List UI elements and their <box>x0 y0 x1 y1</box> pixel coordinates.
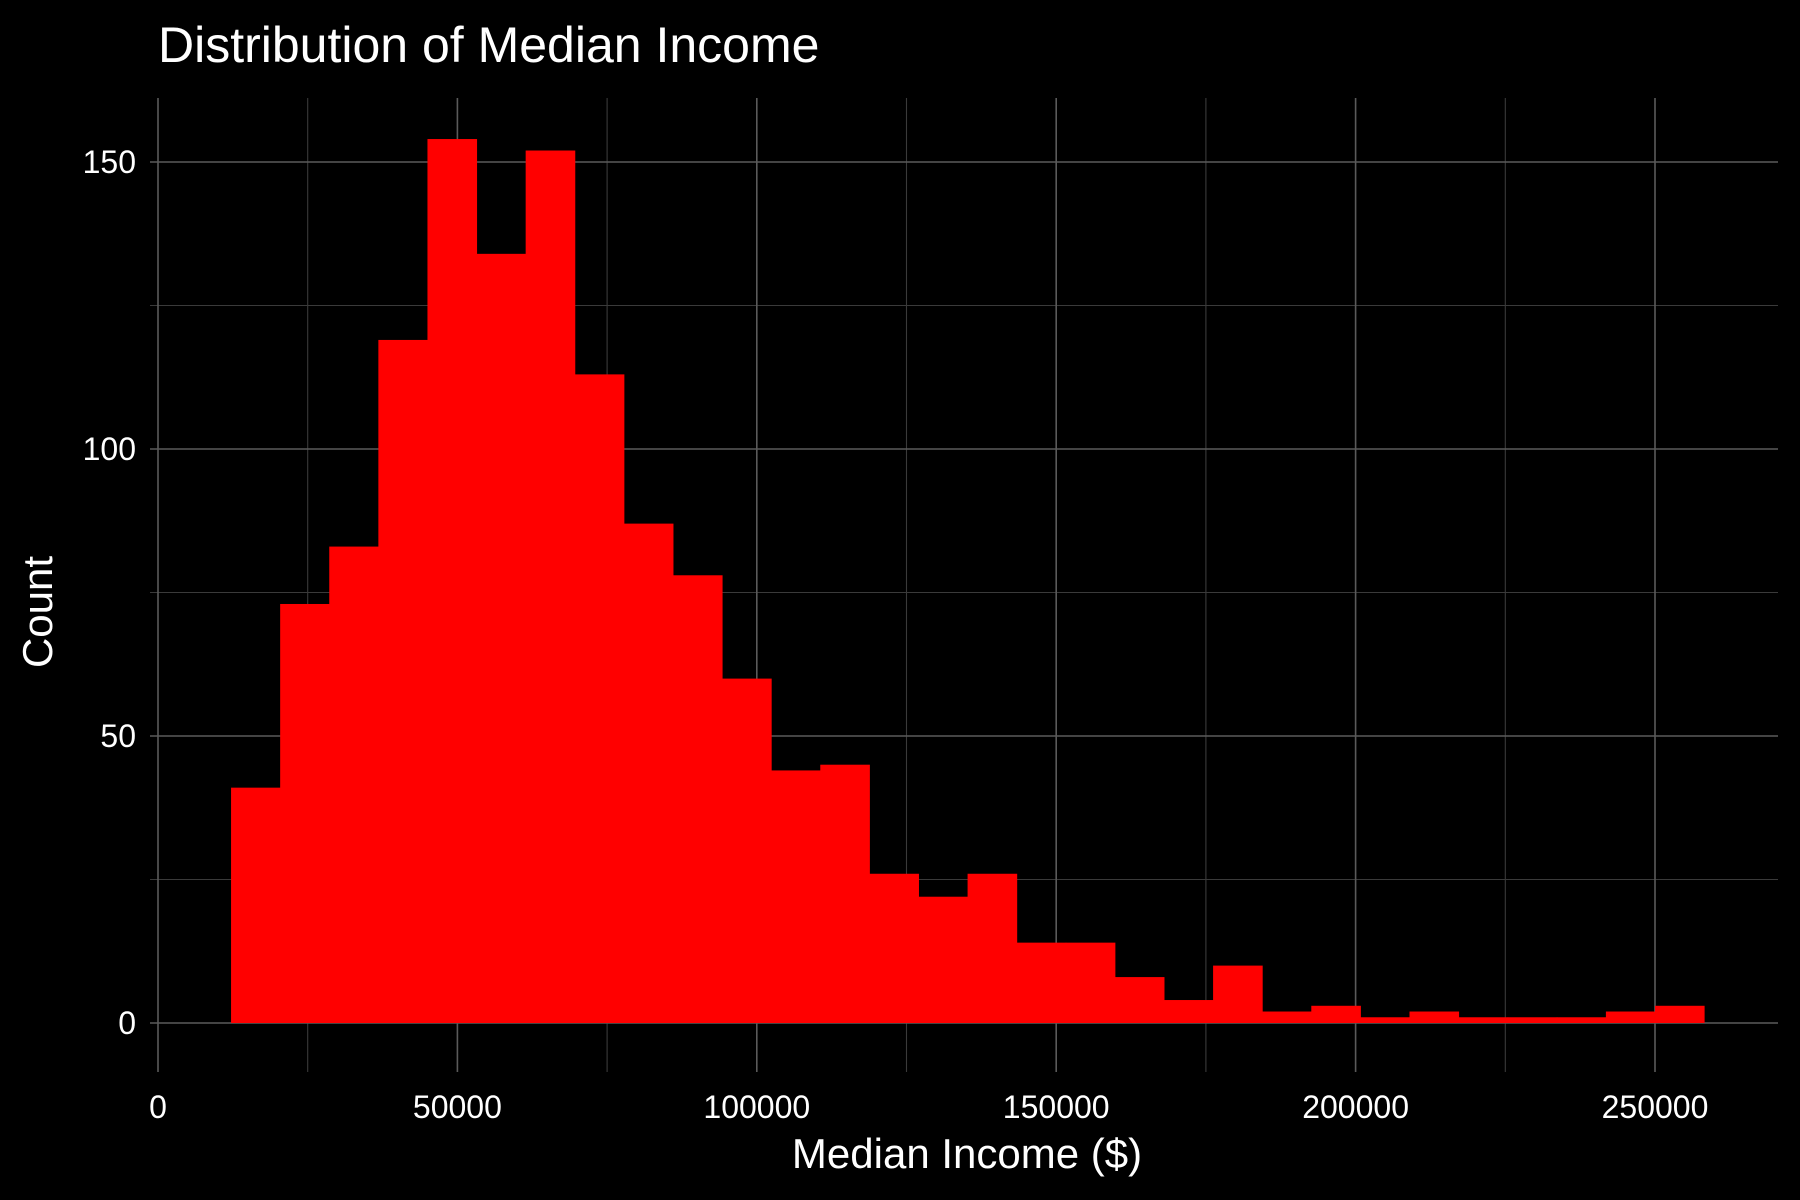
histogram-bar <box>1655 1005 1705 1023</box>
histogram-bar <box>967 873 1018 1023</box>
histogram-bar <box>1016 942 1067 1023</box>
histogram-bar <box>672 575 723 1023</box>
histogram-bar <box>722 678 772 1023</box>
x-tick-label: 0 <box>149 1089 167 1125</box>
histogram-bar <box>918 896 969 1023</box>
x-tick-label: 200000 <box>1302 1089 1409 1125</box>
histogram-bar <box>1262 1011 1312 1023</box>
histogram-bar <box>820 764 870 1023</box>
histogram-bar <box>574 374 625 1023</box>
histogram-bar <box>1605 1011 1656 1023</box>
histogram-bar <box>329 546 379 1023</box>
histogram-bar <box>623 523 674 1023</box>
x-axis-title: Median Income ($) <box>792 1130 1142 1177</box>
histogram-bar <box>378 339 428 1023</box>
y-tick-label: 0 <box>118 1005 136 1041</box>
chart-title: Distribution of Median Income <box>158 17 819 73</box>
y-tick-label: 50 <box>100 718 136 754</box>
histogram-bar <box>476 253 527 1024</box>
histogram-bar <box>771 770 821 1023</box>
histogram-bar <box>427 139 478 1024</box>
y-axis-ticks: 0 50 100 150 <box>83 144 136 1041</box>
x-tick-label: 250000 <box>1602 1089 1709 1125</box>
x-tick-label: 150000 <box>1003 1089 1110 1125</box>
histogram-bar <box>1556 1017 1607 1023</box>
histogram-bar <box>1311 1005 1361 1023</box>
histogram-bar <box>1409 1011 1460 1023</box>
histogram-bar <box>1114 977 1165 1023</box>
histogram-bar <box>1360 1017 1410 1023</box>
y-tick-label: 100 <box>83 431 136 467</box>
histogram-bar <box>280 603 330 1023</box>
x-axis-ticks: 0 50000 100000 150000 200000 250000 <box>149 1089 1708 1125</box>
y-axis-title: Count <box>14 556 61 668</box>
x-tick-label: 100000 <box>703 1089 810 1125</box>
histogram-bar <box>1213 965 1263 1023</box>
histogram-bar <box>1065 942 1116 1023</box>
histogram-bars <box>231 139 1705 1024</box>
histogram-bar <box>525 150 576 1023</box>
y-tick-label: 150 <box>83 144 136 180</box>
histogram-bar <box>1163 1000 1214 1023</box>
histogram-bar <box>869 873 919 1023</box>
histogram-bar <box>231 787 281 1023</box>
x-tick-label: 50000 <box>413 1089 502 1125</box>
histogram-bar <box>1507 1017 1558 1023</box>
histogram-bar <box>1458 1017 1509 1023</box>
